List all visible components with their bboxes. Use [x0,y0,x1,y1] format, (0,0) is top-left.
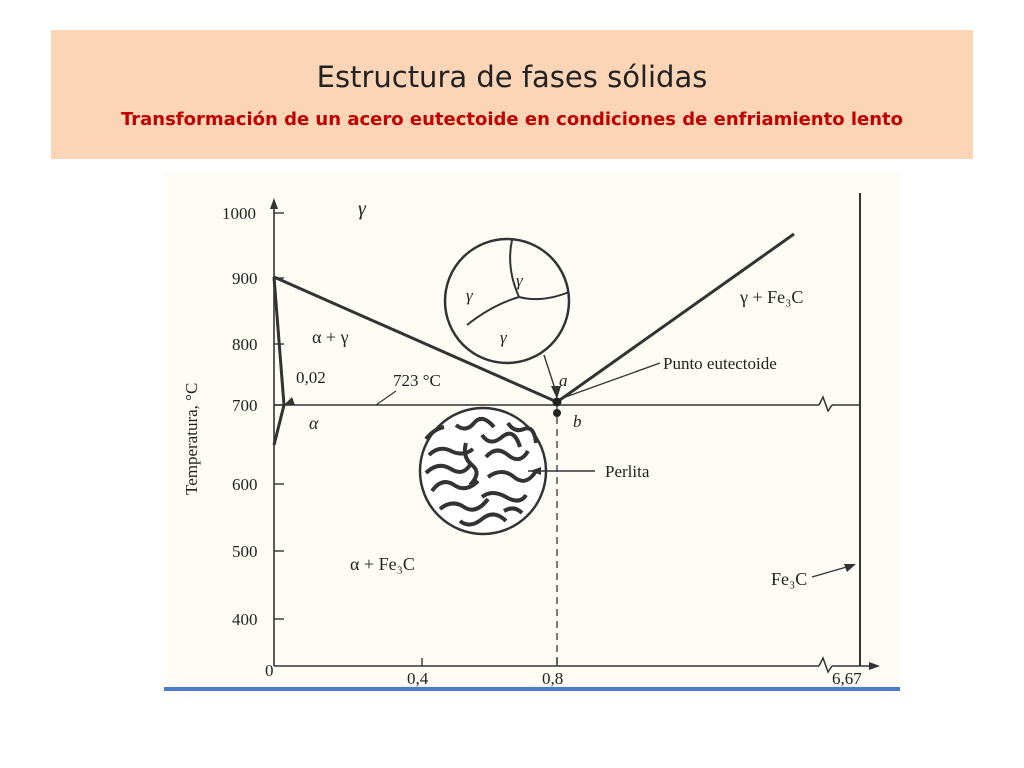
eutectoid-point-b [553,409,561,417]
y-tick-1000: 1000 [222,204,256,223]
y-tick-700: 700 [232,396,258,415]
marker-0-02-arrow [284,397,295,405]
fe3c-pointer [811,565,851,578]
punto-eutectoide-pointer [559,362,661,400]
a3-line [273,275,558,404]
x-tick-6-67: 6,67 [832,669,862,688]
x-axis-arrow [869,662,880,670]
y-tick-500: 500 [232,542,258,561]
y-tick-600: 600 [232,475,258,494]
x-tick-0-8: 0,8 [542,669,563,688]
y-axis-label: Temperatura, °C [182,383,201,495]
phase-gamma: γ [358,198,367,220]
x-axis-break [818,656,833,674]
perlita-label: Perlita [605,462,650,481]
y-tick-900: 900 [232,269,258,288]
grain-boundaries [466,239,570,326]
point-b-label: b [573,412,582,431]
perlite-lamellae [424,416,538,527]
phase-alpha-fe3c: α + Fe₃C [350,554,415,574]
label-0-02: 0,02 [296,368,326,387]
label-723: 723 °C [393,371,441,390]
punto-eutectoide-label: Punto eutectoide [663,354,777,373]
phase-diagram: 1000 900 800 700 600 500 400 0 0,4 0,8 6… [182,193,880,688]
phase-diagram-figure: 1000 900 800 700 600 500 400 0 0,4 0,8 6… [164,173,900,691]
fe3c-label: Fe₃C [771,569,807,589]
y-tick-400: 400 [232,610,258,629]
label-723-pointer [375,390,397,406]
x-tick-0-4: 0,4 [407,669,429,688]
title-banner: Estructura de fases sólidas Transformaci… [51,30,973,159]
x-ticks [421,658,558,666]
grain-gamma-1: γ [466,286,474,305]
slide-title: Estructura de fases sólidas [316,60,708,94]
eutectoid-line-break [818,395,833,413]
x-tick-0: 0 [265,661,274,680]
grain-gamma-2: γ [516,271,524,290]
eutectoid-point-a [552,397,562,407]
phase-alpha: α [309,413,319,433]
acm-line [556,232,795,404]
phase-alpha-gamma: α + γ [312,327,349,347]
phase-gamma-fe3c: γ + Fe₃C [739,287,803,307]
grain-gamma-3: γ [500,328,508,347]
alpha-solvus [272,404,286,446]
point-a-label: a [559,371,568,390]
y-axis-arrow [270,198,278,209]
y-tick-800: 800 [232,335,258,354]
bottom-accent-line [164,687,900,691]
alpha-gamma-boundary [272,276,286,406]
slide-subtitle: Transformación de un acero eutectoide en… [120,109,904,130]
